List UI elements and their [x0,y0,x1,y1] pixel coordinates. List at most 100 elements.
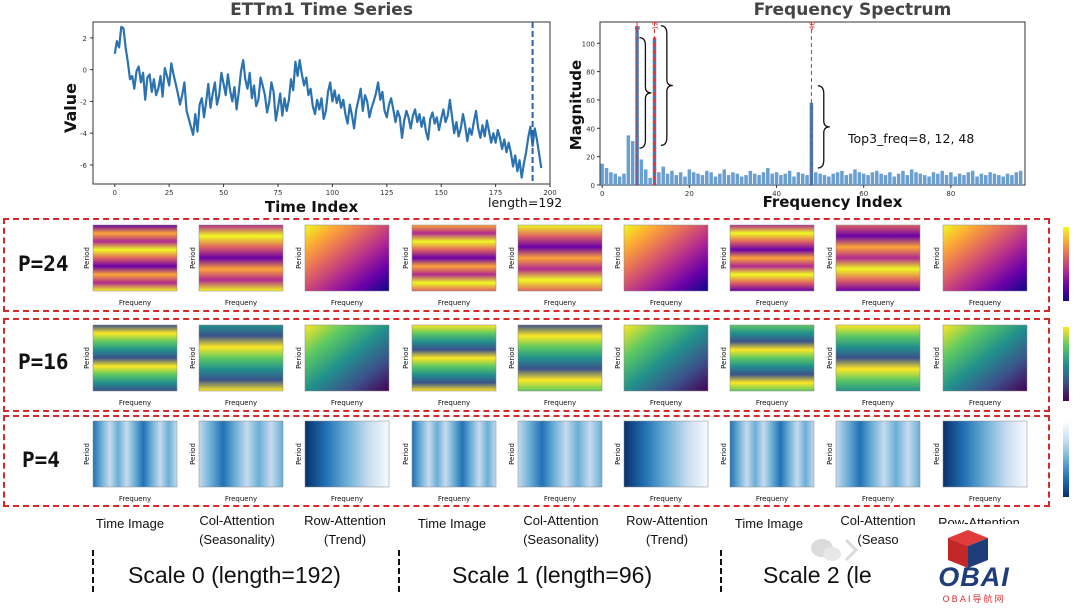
heatmap-ylabel: Period [83,347,91,369]
heatmap-ylabel: Period [826,443,834,465]
fs-bar [726,175,731,185]
fs-bar [713,176,718,185]
obai-logo: OBAI OBAI导航网 [924,526,1024,606]
fs-bar [683,176,687,185]
fs-brace [639,36,652,149]
caption-4: Col-Attention (Seasonality) [505,511,617,549]
caption-line1: Col-Attention [199,513,275,528]
heatmap-xlabel: Frequeny [119,399,151,407]
caption-line2: (Seaso [857,532,899,547]
fs-bar [665,173,670,185]
fs-top-label: 8 [634,26,642,30]
fs-bar [814,172,818,185]
fs-bar [770,173,774,185]
ts-xtick-label: 0 [113,189,117,197]
fs-ytick-label: 0 [591,182,595,190]
fs-bar [617,176,622,185]
ts-ytick-label: -6 [80,162,88,170]
ts-ytick-label: -4 [80,130,88,138]
fs-bar [644,169,648,185]
fs-bar [918,173,923,185]
heatmap-ylabel: Period [295,347,303,369]
heatmap-viridis-4 [517,324,603,392]
heatmap-grid: Frequeny Period Frequeny Period Frequeny Peri… [83,224,1069,503]
heatmap-xlabel: Frequeny [756,299,788,307]
fs-bar [774,172,779,185]
heatmap-ylabel: Period [402,347,410,369]
fs-bar [687,169,692,185]
fs-bar [936,173,940,185]
heatmap-blues-8 [942,420,1028,488]
fs-bar [905,175,910,185]
fs-ytick-label: 40 [586,125,595,133]
fs-bar [787,170,792,185]
fs-bar [670,170,674,185]
heatmap-xlabel: Frequeny [544,299,576,307]
heatmap-ylabel: Period [295,443,303,465]
ts-ytick-label: -2 [80,98,87,106]
fs-bar [674,175,679,185]
fs-bar [613,173,617,185]
fs-bar [944,175,949,185]
heatmap-blues-6 [729,420,815,488]
heatmap-xlabel: Frequeny [969,399,1001,407]
caption-3: Time Image [396,514,508,533]
fs-bar [992,173,997,185]
heatmap-ylabel: Period [614,347,622,369]
fs-bar [861,173,866,185]
fs-bar [883,175,888,185]
heatmap-ylabel: Period [720,247,728,269]
heatmap-xlabel: Frequeny [862,399,894,407]
fs-bar [840,170,844,185]
fs-bar [822,175,827,185]
heatmap-xlabel: Frequeny [969,495,1001,503]
fs-bar [957,173,962,185]
heatmap-viridis-8 [942,324,1028,392]
fs-bar [709,172,713,185]
logo-subtext: OBAI导航网 [942,595,1006,605]
caption-0: Time Image [74,514,186,533]
caption-7: Col-Attention (Seaso [822,511,934,549]
fs-brace [660,25,673,146]
heatmap-ylabel: Period [508,443,516,465]
caption-line1: Time Image [417,516,487,531]
fs-bar [700,175,705,185]
heatmap-blues-7 [835,420,921,488]
fs-bar [818,173,822,185]
fs-top3-annotation: Top3_freq=8, 12, 48 [847,131,974,146]
logo-text: OBAI [938,562,1010,592]
scale-separator-1 [398,550,400,592]
heatmap-viridis-7 [835,324,921,392]
caption-line2: (Seasonality) [523,532,599,547]
fs-bar [1014,172,1019,185]
frequency-spectrum-chart: 8 12 48 0 20 40 60 80 0 20 40 60 80 100 Top3_freq=8, 1… [567,0,1026,211]
fs-bar [853,169,857,185]
heatmap-xlabel: Frequeny [225,495,257,503]
fs-bar [966,172,971,185]
fs-bar [722,169,726,185]
heatmap-ylabel: Period [402,247,410,269]
fs-bar [866,175,870,185]
wechat-watermark [806,530,876,568]
fs-bar [888,172,892,185]
caption-5: Row-Attention (Trend) [611,511,723,549]
fs-bar [870,172,875,185]
fs-bar [962,175,966,185]
fs-bar [604,167,609,185]
caption-2: Row-Attention (Trend) [289,511,401,549]
row-label-p16: P=16 [18,350,69,374]
ts-ytick-label: 0 [83,67,87,75]
fs-bar [783,173,787,185]
fs-bar [648,177,652,185]
fs-bar [609,172,613,185]
fs-bar [1001,176,1005,185]
ts-xtick-label: 75 [274,189,283,197]
caption-line1: Row-Attention [938,515,1020,524]
fs-top-label: 12 [651,21,659,30]
ts-xtick-label: 25 [165,189,174,197]
caption-line1: Time Image [95,516,165,531]
heatmap-ylabel: Period [933,347,941,369]
heatmap-plasma-4 [517,224,603,292]
fs-bar [827,176,831,185]
ts-xtick-label: 50 [219,189,228,197]
